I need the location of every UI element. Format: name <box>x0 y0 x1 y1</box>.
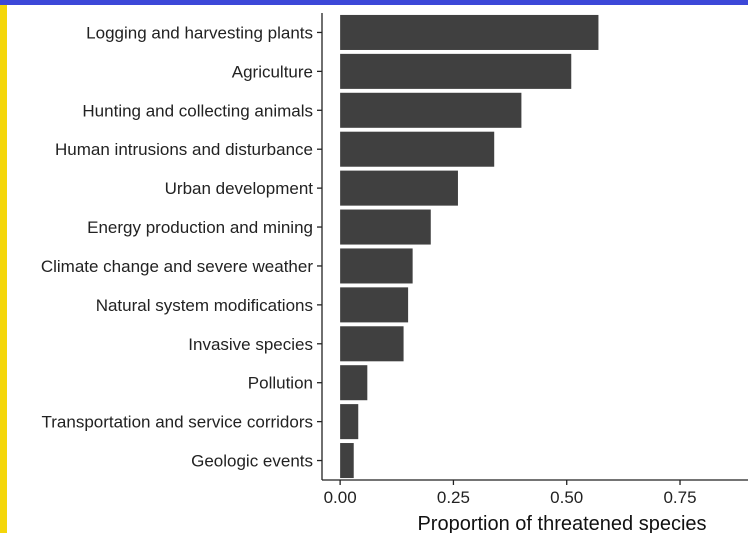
y-tick-label: Natural system modifications <box>96 296 313 315</box>
y-tick-label: Hunting and collecting animals <box>82 101 313 120</box>
y-tick-label: Urban development <box>165 179 314 198</box>
bar <box>340 287 408 322</box>
bar <box>340 15 598 50</box>
x-tick-label: 0.50 <box>550 488 583 507</box>
bar <box>340 171 458 206</box>
bar <box>340 248 413 283</box>
y-tick-label: Pollution <box>248 374 313 393</box>
x-tick-label: 0.75 <box>663 488 696 507</box>
bar <box>340 365 367 400</box>
y-tick-label: Energy production and mining <box>87 218 313 237</box>
y-tick-label: Invasive species <box>188 335 313 354</box>
bar <box>340 326 403 361</box>
bar <box>340 132 494 167</box>
x-tick-label: 0.25 <box>437 488 470 507</box>
y-tick-label: Climate change and severe weather <box>41 257 313 276</box>
bar <box>340 93 521 128</box>
y-tick-label: Human intrusions and disturbance <box>55 140 313 159</box>
y-tick-label: Geologic events <box>191 452 313 471</box>
y-tick-label: Agriculture <box>232 62 313 81</box>
x-tick-label: 0.00 <box>324 488 357 507</box>
y-tick-label: Logging and harvesting plants <box>86 23 313 42</box>
x-axis-title: Proportion of threatened species <box>417 513 706 533</box>
y-tick-label: Transportation and service corridors <box>42 413 314 432</box>
bar <box>340 443 354 478</box>
bar <box>340 210 431 245</box>
bar <box>340 404 358 439</box>
bar <box>340 54 571 89</box>
